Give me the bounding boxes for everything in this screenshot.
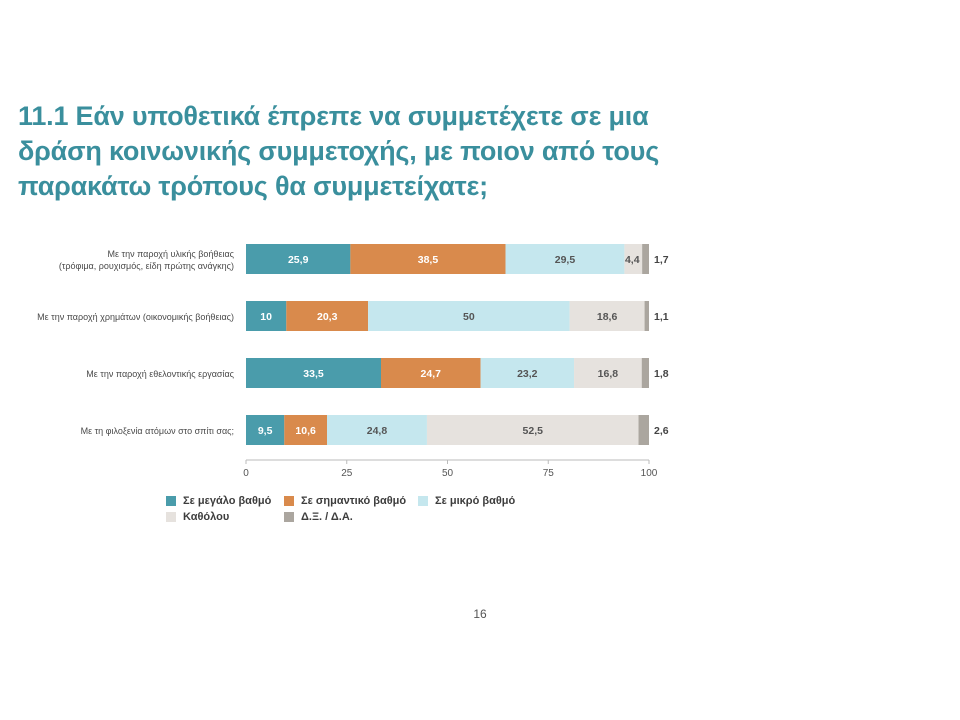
segment-label-r4-s3: 24,8	[367, 425, 388, 437]
segment-label-r1-s1: 25,9	[288, 254, 309, 266]
bar-segment-r3-s1	[246, 358, 382, 388]
category-label-r3: Με την παροχή εθελοντικής εργασίας	[86, 369, 234, 379]
category-label-r2: Με την παροχή χρημάτων (οικονομικής βοήθ…	[37, 312, 234, 322]
end-label-r2: 1,1	[654, 311, 669, 323]
legend-swatch-3	[418, 495, 428, 506]
segment-label-r4-s2: 10,6	[295, 425, 316, 437]
bar-segment-r1-s1	[246, 244, 351, 274]
legend-label-4: Καθόλου	[183, 510, 230, 523]
bar-segment-r1-s5	[642, 244, 649, 274]
bar-segment-r4-s3	[327, 415, 427, 445]
bar-segment-r2-s3	[368, 301, 570, 331]
segment-label-r2-s3: 50	[463, 311, 475, 323]
bars-group	[246, 244, 649, 445]
x-axis-ticks-group: 0 25 50 75 100	[243, 460, 658, 479]
end-label-r1: 1,7	[654, 254, 669, 266]
legend-label-3: Σε μικρό βαθμό	[435, 494, 516, 507]
bar-segment-r4-s4	[426, 415, 639, 445]
page-number: 16	[473, 607, 487, 621]
bar-segment-r1-s2	[350, 244, 506, 274]
bar-segment-r4-s1	[246, 415, 285, 445]
category-label-r4: Με τη φιλοξενία ατόμων στο σπίτι σας;	[81, 426, 234, 436]
end-label-r4: 2,6	[654, 425, 669, 437]
bar-segment-r2-s4	[569, 301, 645, 331]
segment-label-r4-s1: 9,5	[258, 425, 273, 437]
bar-segment-r4-s5	[638, 415, 649, 445]
segment-label-r3-s3: 23,2	[517, 368, 538, 380]
end-labels-group: 1,7 1,1 1,8 2,6	[654, 254, 669, 437]
legend-item-2: Σε σημαντικό βαθμό	[284, 494, 418, 507]
bar-segment-r4-s2	[284, 415, 328, 445]
category-label-r1-line1: Με την παροχή υλικής βοήθειας	[108, 249, 235, 259]
bar-segment-r3-s4	[574, 358, 642, 388]
x-tick-label-2: 25	[341, 468, 353, 479]
legend-swatch-2	[284, 495, 294, 506]
x-tick-label-1: 0	[243, 468, 249, 479]
bar-segment-r3-s2	[381, 358, 481, 388]
legend-swatch-1	[166, 495, 176, 506]
legend-item-4: Καθόλου	[166, 510, 284, 523]
segment-label-r2-s4: 18,6	[597, 311, 618, 323]
segment-label-r1-s3: 29,5	[555, 254, 576, 266]
category-label-r1-line2: (τρόφιμα, ρουχισμός, είδη πρώτης ανάγκης…	[59, 261, 234, 271]
x-tick-label-3: 50	[442, 468, 454, 479]
bar-segment-r3-s5	[641, 358, 649, 388]
segment-label-r2-s1: 10	[260, 311, 272, 323]
bar-segment-r1-s4	[624, 244, 643, 274]
x-tick-label-5: 100	[641, 468, 658, 479]
legend-swatch-4	[166, 511, 176, 522]
segment-label-r1-s4: 4,4	[625, 254, 640, 266]
legend-label-5: Δ.Ξ. / Δ.Α.	[301, 510, 353, 523]
segment-label-r3-s4: 16,8	[598, 368, 619, 380]
legend: Σε μεγάλο βαθμό Σε σημαντικό βαθμό Σε μι…	[166, 494, 546, 523]
legend-item-3: Σε μικρό βαθμό	[418, 494, 538, 507]
page-title: 11.1 Εάν υποθετικά έπρεπε να συμμετέχετε…	[18, 101, 660, 201]
segment-label-r3-s1: 33,5	[303, 368, 324, 380]
segment-label-r2-s2: 20,3	[317, 311, 338, 323]
legend-item-5: Δ.Ξ. / Δ.Α.	[284, 510, 418, 523]
segment-label-r4-s4: 52,5	[523, 425, 544, 437]
bar-segment-r3-s3	[480, 358, 575, 388]
legend-label-1: Σε μεγάλο βαθμό	[183, 494, 272, 507]
category-labels-group: Με την παροχή υλικής βοήθειας (τρόφιμα, ρ…	[37, 249, 235, 436]
x-tick-label-4: 75	[543, 468, 555, 479]
bar-segment-r2-s2	[286, 301, 369, 331]
segment-labels-group: 25,9 38,5 29,5 4,4 10 20,3 50 18,6 33,5 24,7 23,2 1…	[258, 254, 640, 437]
legend-item-1: Σε μεγάλο βαθμό	[166, 494, 284, 507]
bar-segment-r1-s3	[505, 244, 625, 274]
legend-label-2: Σε σημαντικό βαθμό	[301, 494, 407, 507]
bar-segment-r2-s5	[644, 301, 649, 331]
end-label-r3: 1,8	[654, 368, 669, 380]
segment-label-r3-s2: 24,7	[421, 368, 442, 380]
bar-segment-r2-s1	[246, 301, 287, 331]
legend-swatch-5	[284, 511, 294, 522]
segment-label-r1-s2: 38,5	[418, 254, 439, 266]
